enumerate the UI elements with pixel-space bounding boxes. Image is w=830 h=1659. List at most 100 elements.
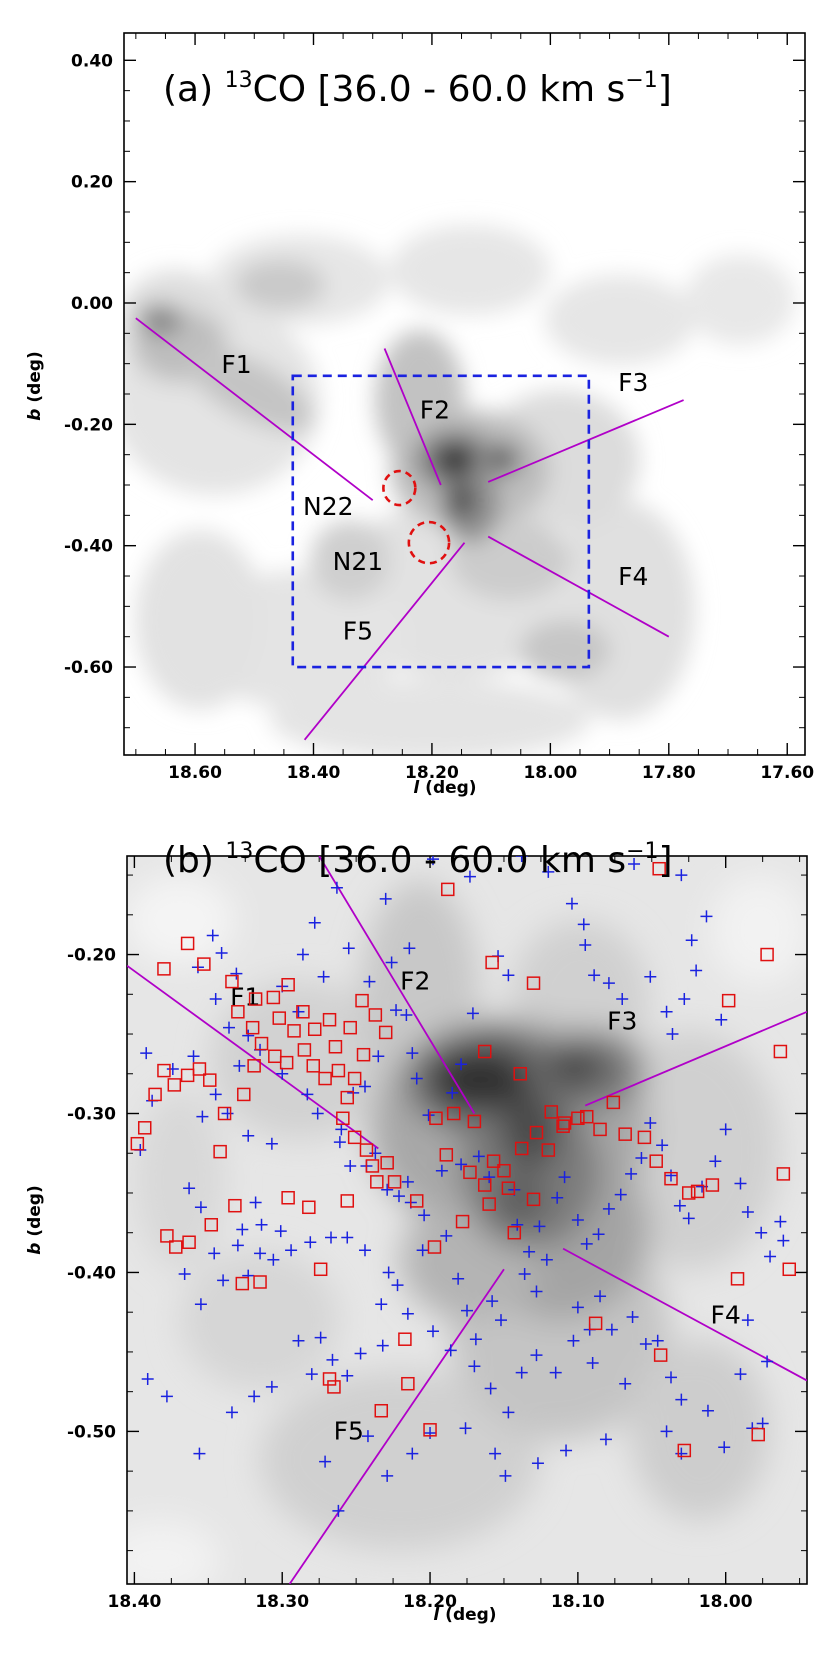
panel-b-yso-square-marker <box>429 1111 443 1126</box>
panel-b-yso-cross-marker <box>160 1390 173 1403</box>
panel-b-yso-cross-marker <box>314 1331 327 1344</box>
panel-b-yso-cross-marker <box>560 1444 573 1457</box>
panel-b-yso-square-marker <box>217 1106 232 1121</box>
panel-b-yso-square-marker <box>302 1200 316 1215</box>
panel-b-yso-cross-marker <box>242 1129 255 1142</box>
panel-b-yso-square-marker <box>281 1190 295 1205</box>
panel-b-yso-cross-marker <box>206 929 219 942</box>
panel-b-yso-cross-marker <box>518 1268 531 1281</box>
panel-b-yso-square-marker <box>322 1012 337 1027</box>
panel-b-yso-cross-marker <box>385 956 398 969</box>
panel-b-yso-cross-marker <box>592 1228 605 1241</box>
panel-b-yso-square-marker <box>254 1036 269 1051</box>
panel-b-yso-square-marker <box>477 1178 492 1192</box>
panel-b-yso-square-marker <box>730 1272 745 1286</box>
panel-a-y-tick-label: 0.00 <box>71 294 113 314</box>
panel-b-x-tick-label: 18.40 <box>108 1592 162 1612</box>
panel-b-yso-square-marker <box>365 1159 380 1173</box>
panel-b-yso-square-marker <box>427 1240 442 1254</box>
panel-a-x-tick-label: 17.80 <box>642 763 696 783</box>
panel-b-yso-cross-marker <box>444 1344 457 1357</box>
panel-b-yso-cross-marker <box>230 967 243 980</box>
panel-b-yso-square-marker <box>541 1143 556 1157</box>
panel-a-y-tick-label: -0.20 <box>64 415 113 435</box>
panel-b-yso-cross-marker <box>602 977 615 990</box>
panel-b-yso-cross-marker <box>571 1214 584 1226</box>
panel-b-filament-label-f5: F5 <box>334 1416 364 1445</box>
panel-b-yso-cross-marker <box>424 1427 437 1439</box>
panel-b-emission-map <box>127 856 807 1584</box>
panel-b-yso-square-marker <box>266 990 281 1005</box>
panel-a-title-prefix: (a) <box>163 69 225 110</box>
panel-b-yso-square-marker <box>180 936 195 951</box>
panel-b-yso-cross-marker <box>221 1107 234 1120</box>
panel-a-title-isotope: 13 <box>225 68 253 93</box>
panel-a-y-tick-label: 0.20 <box>71 173 113 193</box>
panel-b-yso-cross-marker <box>709 1155 722 1168</box>
panel-a-filament-f5 <box>303 542 466 741</box>
panel-b-x-tick-label: 18.30 <box>255 1592 309 1612</box>
panel-b-title-exponent: −1 <box>626 839 658 864</box>
panel-a-filament-label-f1: F1 <box>221 350 251 379</box>
panel-b-yso-cross-marker <box>406 1447 419 1460</box>
panel-b-yso-cross-marker <box>626 1310 639 1323</box>
panel-b-yso-cross-marker <box>656 1139 669 1152</box>
panel-a-title-exponent: −1 <box>625 68 657 93</box>
panel-b-yso-square-marker <box>664 1171 678 1186</box>
panel-b-yso-cross-marker <box>616 993 629 1006</box>
panel-b-yso-square-marker <box>336 1111 350 1126</box>
panel-b-yso-cross-marker <box>326 1353 339 1366</box>
panel-a-x-tick-label: 17.60 <box>760 763 814 783</box>
panel-b-yso-square-marker <box>649 1154 663 1168</box>
panel-b-yso-cross-marker <box>215 946 228 959</box>
panel-b-yso-square-marker <box>245 1020 260 1035</box>
panel-b-yso-square-marker <box>231 1005 245 1019</box>
panel-b-yso-cross-marker <box>530 1349 543 1362</box>
panel-b-yso-cross-marker <box>472 1150 485 1163</box>
panel-b-yso-cross-marker <box>459 1422 472 1435</box>
svg-text:(b) 13CO [36.0 - 60.0 km s−1]: (b) 13CO [36.0 - 60.0 km s−1] <box>163 839 673 881</box>
panel-b-yso-cross-marker <box>540 1253 553 1266</box>
panel-b-filament-label-f2: F2 <box>400 967 430 996</box>
panel-b-filament-f2 <box>318 856 476 1114</box>
panel-b-yso-square-marker <box>446 1106 461 1121</box>
panel-b-yso-cross-marker <box>225 1406 238 1419</box>
panel-b-yso-square-marker <box>340 1090 355 1105</box>
panel-b-yso-square-marker <box>247 1059 261 1073</box>
panel-b-x-axis-unit: (deg) <box>439 1605 496 1625</box>
panel-b-yso-cross-marker <box>452 1272 465 1285</box>
panel-b-title-suffix: ] <box>659 840 673 881</box>
panel-b-yso-square-marker <box>705 1178 720 1192</box>
panel-b-yso-cross-marker <box>446 1086 459 1099</box>
panel-b-yso-cross-marker <box>208 1247 221 1260</box>
panel-b-yso-cross-marker <box>401 1175 414 1188</box>
panel-a-x-tick-label: 18.60 <box>168 763 222 783</box>
panel-b-yso-square-marker <box>148 1087 162 1102</box>
panel-b-yso-cross-marker <box>614 1188 627 1201</box>
panel-b-yso-square-marker <box>306 1059 321 1073</box>
panel-b-filament-f5 <box>288 1268 505 1584</box>
panel-b-yso-cross-marker <box>285 1244 298 1257</box>
panel-b-yso-cross-marker <box>682 1212 695 1225</box>
panel-b-yso-cross-marker <box>379 892 392 905</box>
panel-b-yso-cross-marker <box>304 1236 317 1249</box>
panel-b-yso-square-marker <box>677 1443 692 1458</box>
panel-b-yso-cross-marker <box>461 1304 473 1317</box>
panel-b-yso-cross-marker <box>248 1390 261 1403</box>
panel-b-yso-cross-marker <box>193 1447 206 1460</box>
panel-b-yso-square-marker <box>423 1423 437 1437</box>
panel-a-title-suffix: ] <box>658 69 672 110</box>
panel-b-yso-cross-marker <box>274 1225 287 1238</box>
panel-b-yso-cross-marker <box>565 897 578 910</box>
panel-b-yso-square-marker <box>235 1276 250 1291</box>
panel-b-yso-cross-marker <box>665 1371 677 1384</box>
panel-b-yso-cross-marker <box>196 1110 209 1123</box>
panel-b-yso-cross-marker <box>342 942 355 955</box>
panel-b-yso-cross-marker <box>209 1088 222 1101</box>
panel-a-x-axis-label: l (deg) <box>413 778 476 798</box>
panel-b-yso-square-marker <box>513 1067 527 1081</box>
panel-b-yso-cross-marker <box>511 1218 524 1231</box>
panel-b-yso-square-marker <box>571 1111 585 1126</box>
panel-a-x-axis-unit: (deg) <box>419 778 476 798</box>
panel-b-yso-cross-marker <box>660 1425 673 1438</box>
